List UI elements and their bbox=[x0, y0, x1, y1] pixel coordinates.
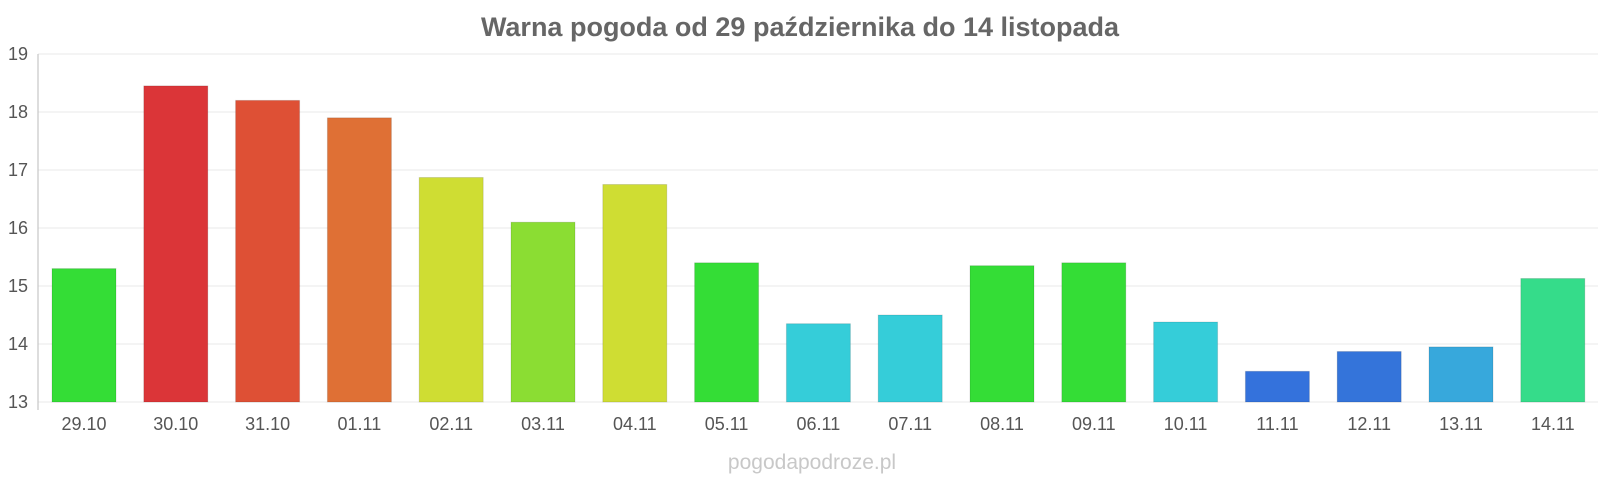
bar-04.11 bbox=[602, 184, 668, 403]
x-tick-label: 01.11 bbox=[338, 414, 382, 434]
x-tick-label: 29.10 bbox=[61, 414, 106, 434]
x-tick-label: 30.10 bbox=[153, 414, 198, 434]
bar-13.11 bbox=[1428, 346, 1494, 403]
x-tick-label: 02.11 bbox=[429, 414, 473, 434]
y-axis: 13 14 15 16 17 18 19 bbox=[8, 44, 39, 412]
bar-06.11 bbox=[785, 323, 851, 403]
bar-09.11 bbox=[1061, 262, 1127, 403]
x-tick-label: 08.11 bbox=[980, 414, 1024, 434]
bar-08.11 bbox=[969, 265, 1035, 403]
y-tick-label: 13 bbox=[8, 392, 28, 412]
bar-05.11 bbox=[694, 262, 760, 403]
x-tick-label: 05.11 bbox=[705, 414, 749, 434]
bar-03.11 bbox=[510, 221, 576, 403]
x-tick-label: 09.11 bbox=[1072, 414, 1116, 434]
bar-29.10 bbox=[51, 268, 117, 403]
bar-14.11 bbox=[1520, 278, 1586, 403]
bar-31.10 bbox=[235, 99, 301, 403]
x-axis: 29.10 30.10 31.10 01.11 02.11 03.11 04.11 05.11… bbox=[61, 414, 1574, 434]
x-tick-label: 11.11 bbox=[1256, 414, 1298, 434]
y-tick-label: 18 bbox=[8, 102, 28, 122]
bar-30.10 bbox=[143, 85, 209, 403]
x-tick-label: 14.11 bbox=[1531, 414, 1575, 434]
bar-07.11 bbox=[877, 314, 943, 403]
y-tick-label: 19 bbox=[8, 44, 28, 64]
x-tick-label: 06.11 bbox=[797, 414, 841, 434]
x-tick-label: 07.11 bbox=[888, 414, 932, 434]
y-tick-label: 17 bbox=[8, 160, 28, 180]
x-tick-label: 12.11 bbox=[1347, 414, 1391, 434]
bar-10.11 bbox=[1153, 321, 1219, 403]
bar-01.11 bbox=[326, 117, 392, 403]
chart-title: Warna pogoda od 29 października do 14 li… bbox=[481, 12, 1120, 42]
bar-12.11 bbox=[1336, 351, 1402, 403]
bars bbox=[51, 85, 1586, 403]
y-tick-label: 14 bbox=[8, 334, 28, 354]
x-tick-label: 04.11 bbox=[613, 414, 657, 434]
x-tick-label: 31.10 bbox=[245, 414, 290, 434]
bar-02.11 bbox=[418, 177, 484, 403]
x-tick-label: 10.11 bbox=[1164, 414, 1208, 434]
x-tick-label: 13.11 bbox=[1439, 414, 1483, 434]
y-tick-label: 15 bbox=[8, 276, 28, 296]
x-tick-label: 03.11 bbox=[521, 414, 565, 434]
bar-11.11 bbox=[1244, 370, 1310, 403]
y-tick-label: 16 bbox=[8, 218, 28, 238]
watermark: pogodapodroze.pl bbox=[728, 451, 896, 474]
